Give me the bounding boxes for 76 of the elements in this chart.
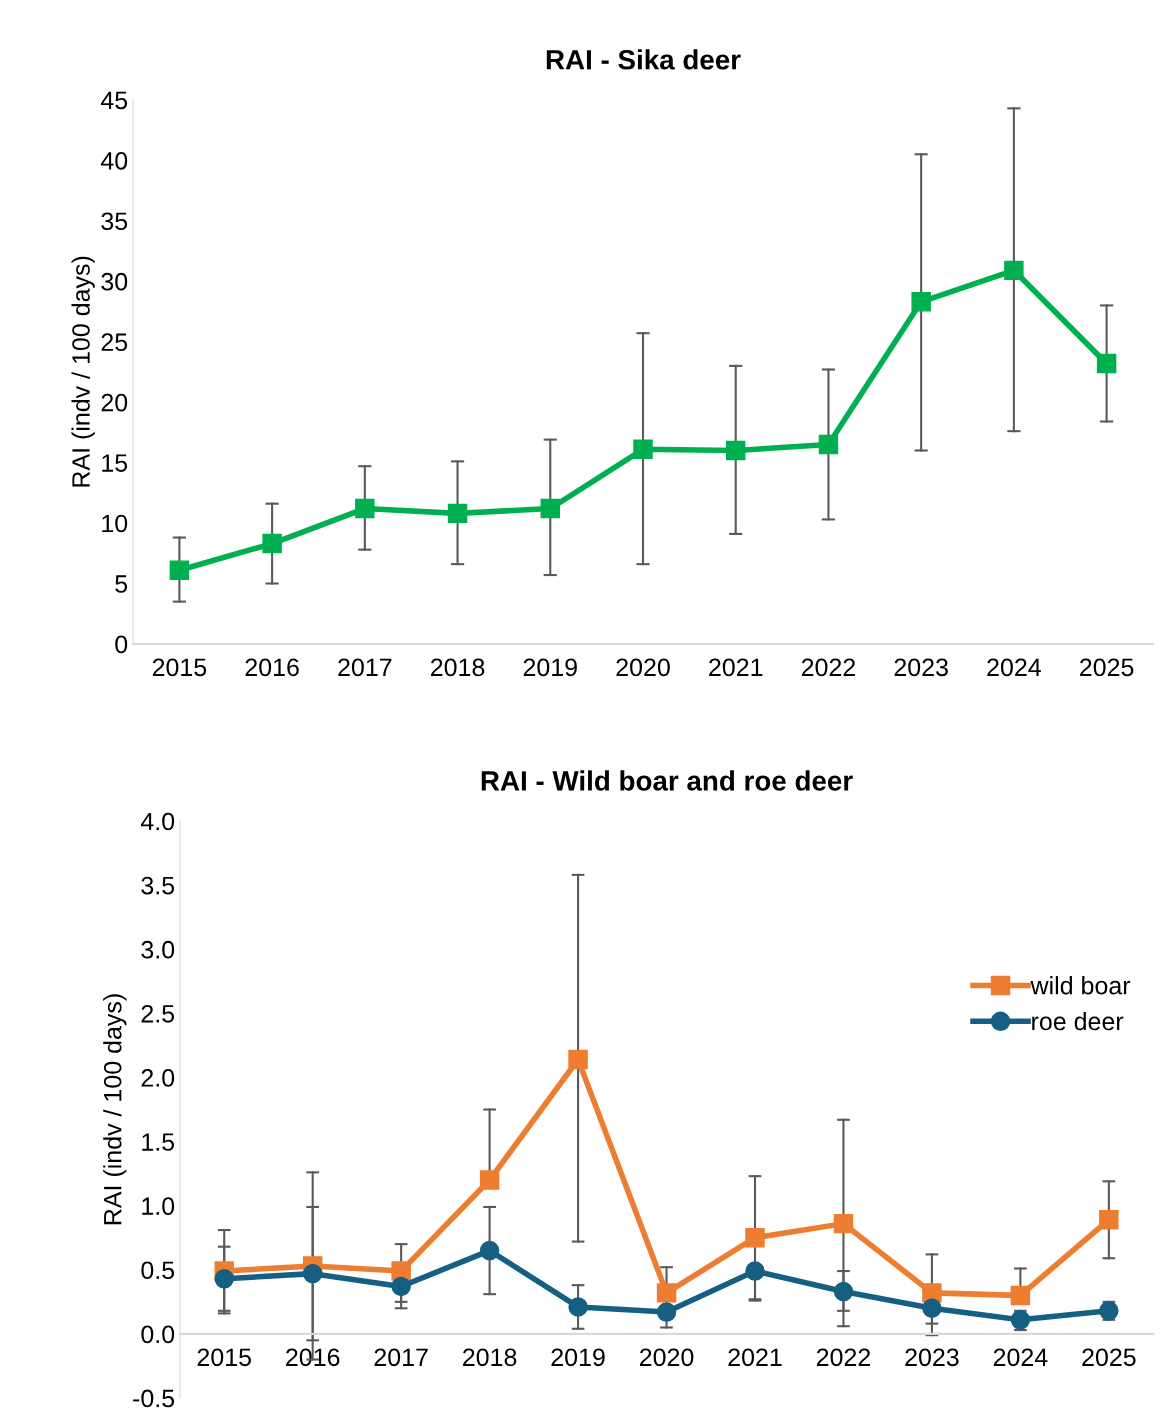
y-tick-label: 0.5 (141, 1261, 175, 1280)
x-tick-label: 2020 (616, 658, 670, 677)
y-tick-label: 1.5 (142, 1133, 175, 1151)
point (656, 1302, 677, 1322)
x-tick-label: 2025 (1082, 1348, 1136, 1367)
x-tick-label: 2019 (523, 658, 577, 677)
y-tick-label: 15 (102, 454, 128, 472)
point (568, 1297, 588, 1317)
y-tick-label: 40 (100, 151, 128, 170)
x-tick-label: 2017 (338, 658, 392, 677)
point (833, 1281, 854, 1302)
point (355, 498, 375, 519)
point (391, 1276, 411, 1297)
x-tick-label: 2018 (431, 658, 485, 677)
y-tick-label: -0.5 (133, 1389, 175, 1408)
x-tick-label: 2019 (551, 1348, 605, 1367)
point (479, 1240, 500, 1261)
x-tick-label: 2017 (374, 1348, 428, 1367)
y-tick-label: 3.5 (141, 876, 175, 895)
chart-title: RAI - Sika deer (546, 49, 741, 70)
y-tick-label: 4.0 (140, 812, 175, 831)
legend-label: roe deer (1032, 1011, 1124, 1031)
point (391, 1261, 411, 1281)
y-axis-title: RAI (indv / 100 days) (71, 256, 95, 487)
x-tick-label: 2024 (993, 1348, 1048, 1367)
x-tick-label: 2022 (801, 658, 855, 677)
x-tick-label: 2024 (987, 658, 1041, 677)
y-tick-label: 5 (115, 575, 128, 593)
point (922, 1298, 942, 1318)
legend-label: wild boar (1030, 976, 1131, 995)
point (479, 1170, 500, 1190)
point (633, 439, 653, 460)
y-tick-label: 25 (101, 333, 128, 351)
point (302, 1263, 323, 1284)
chart-title: RAI - Wild boar and roe deer (481, 770, 853, 791)
x-tick-label: 2023 (894, 658, 948, 677)
point (568, 1049, 588, 1070)
point (447, 503, 468, 524)
x-tick-label: 2021 (709, 658, 763, 677)
point (818, 434, 839, 455)
y-tick-label: 10 (102, 514, 128, 533)
y-tick-label: 3.0 (141, 940, 175, 959)
point (262, 533, 282, 554)
point (833, 1213, 854, 1234)
point (1010, 1285, 1031, 1306)
point (745, 1228, 765, 1248)
y-tick-label: 2.0 (141, 1069, 175, 1087)
point (1099, 1210, 1119, 1230)
point (745, 1261, 765, 1281)
point (169, 560, 190, 580)
x-tick-label: 2025 (1080, 658, 1134, 677)
x-tick-label: 2016 (286, 1348, 340, 1367)
x-tick-label: 2018 (463, 1348, 517, 1367)
y-tick-label: 1.0 (142, 1197, 175, 1215)
y-tick-label: 0.0 (141, 1325, 175, 1344)
point (911, 292, 931, 312)
y-tick-label: 2.5 (141, 1004, 175, 1023)
x-tick-label: 2020 (639, 1348, 694, 1367)
point (1004, 260, 1024, 281)
x-tick-label: 2023 (905, 1348, 959, 1367)
x-tick-label: 2015 (197, 1348, 251, 1367)
point (540, 498, 560, 519)
point (656, 1283, 677, 1303)
point (725, 440, 746, 461)
x-tick-label: 2022 (816, 1348, 871, 1367)
y-axis-title: RAI (indv / 100 days) (103, 994, 127, 1225)
y-tick-label: 35 (101, 212, 128, 231)
x-tick-label: 2021 (728, 1348, 782, 1367)
x-tick-label: 2016 (245, 658, 299, 677)
point (1096, 353, 1117, 374)
y-tick-label: 20 (101, 393, 128, 412)
y-tick-label: 0 (115, 635, 128, 654)
point (214, 1269, 234, 1289)
x-tick-label: 2015 (152, 658, 207, 677)
y-tick-label: 45 (100, 91, 128, 110)
y-tick-label: 30 (101, 272, 128, 291)
